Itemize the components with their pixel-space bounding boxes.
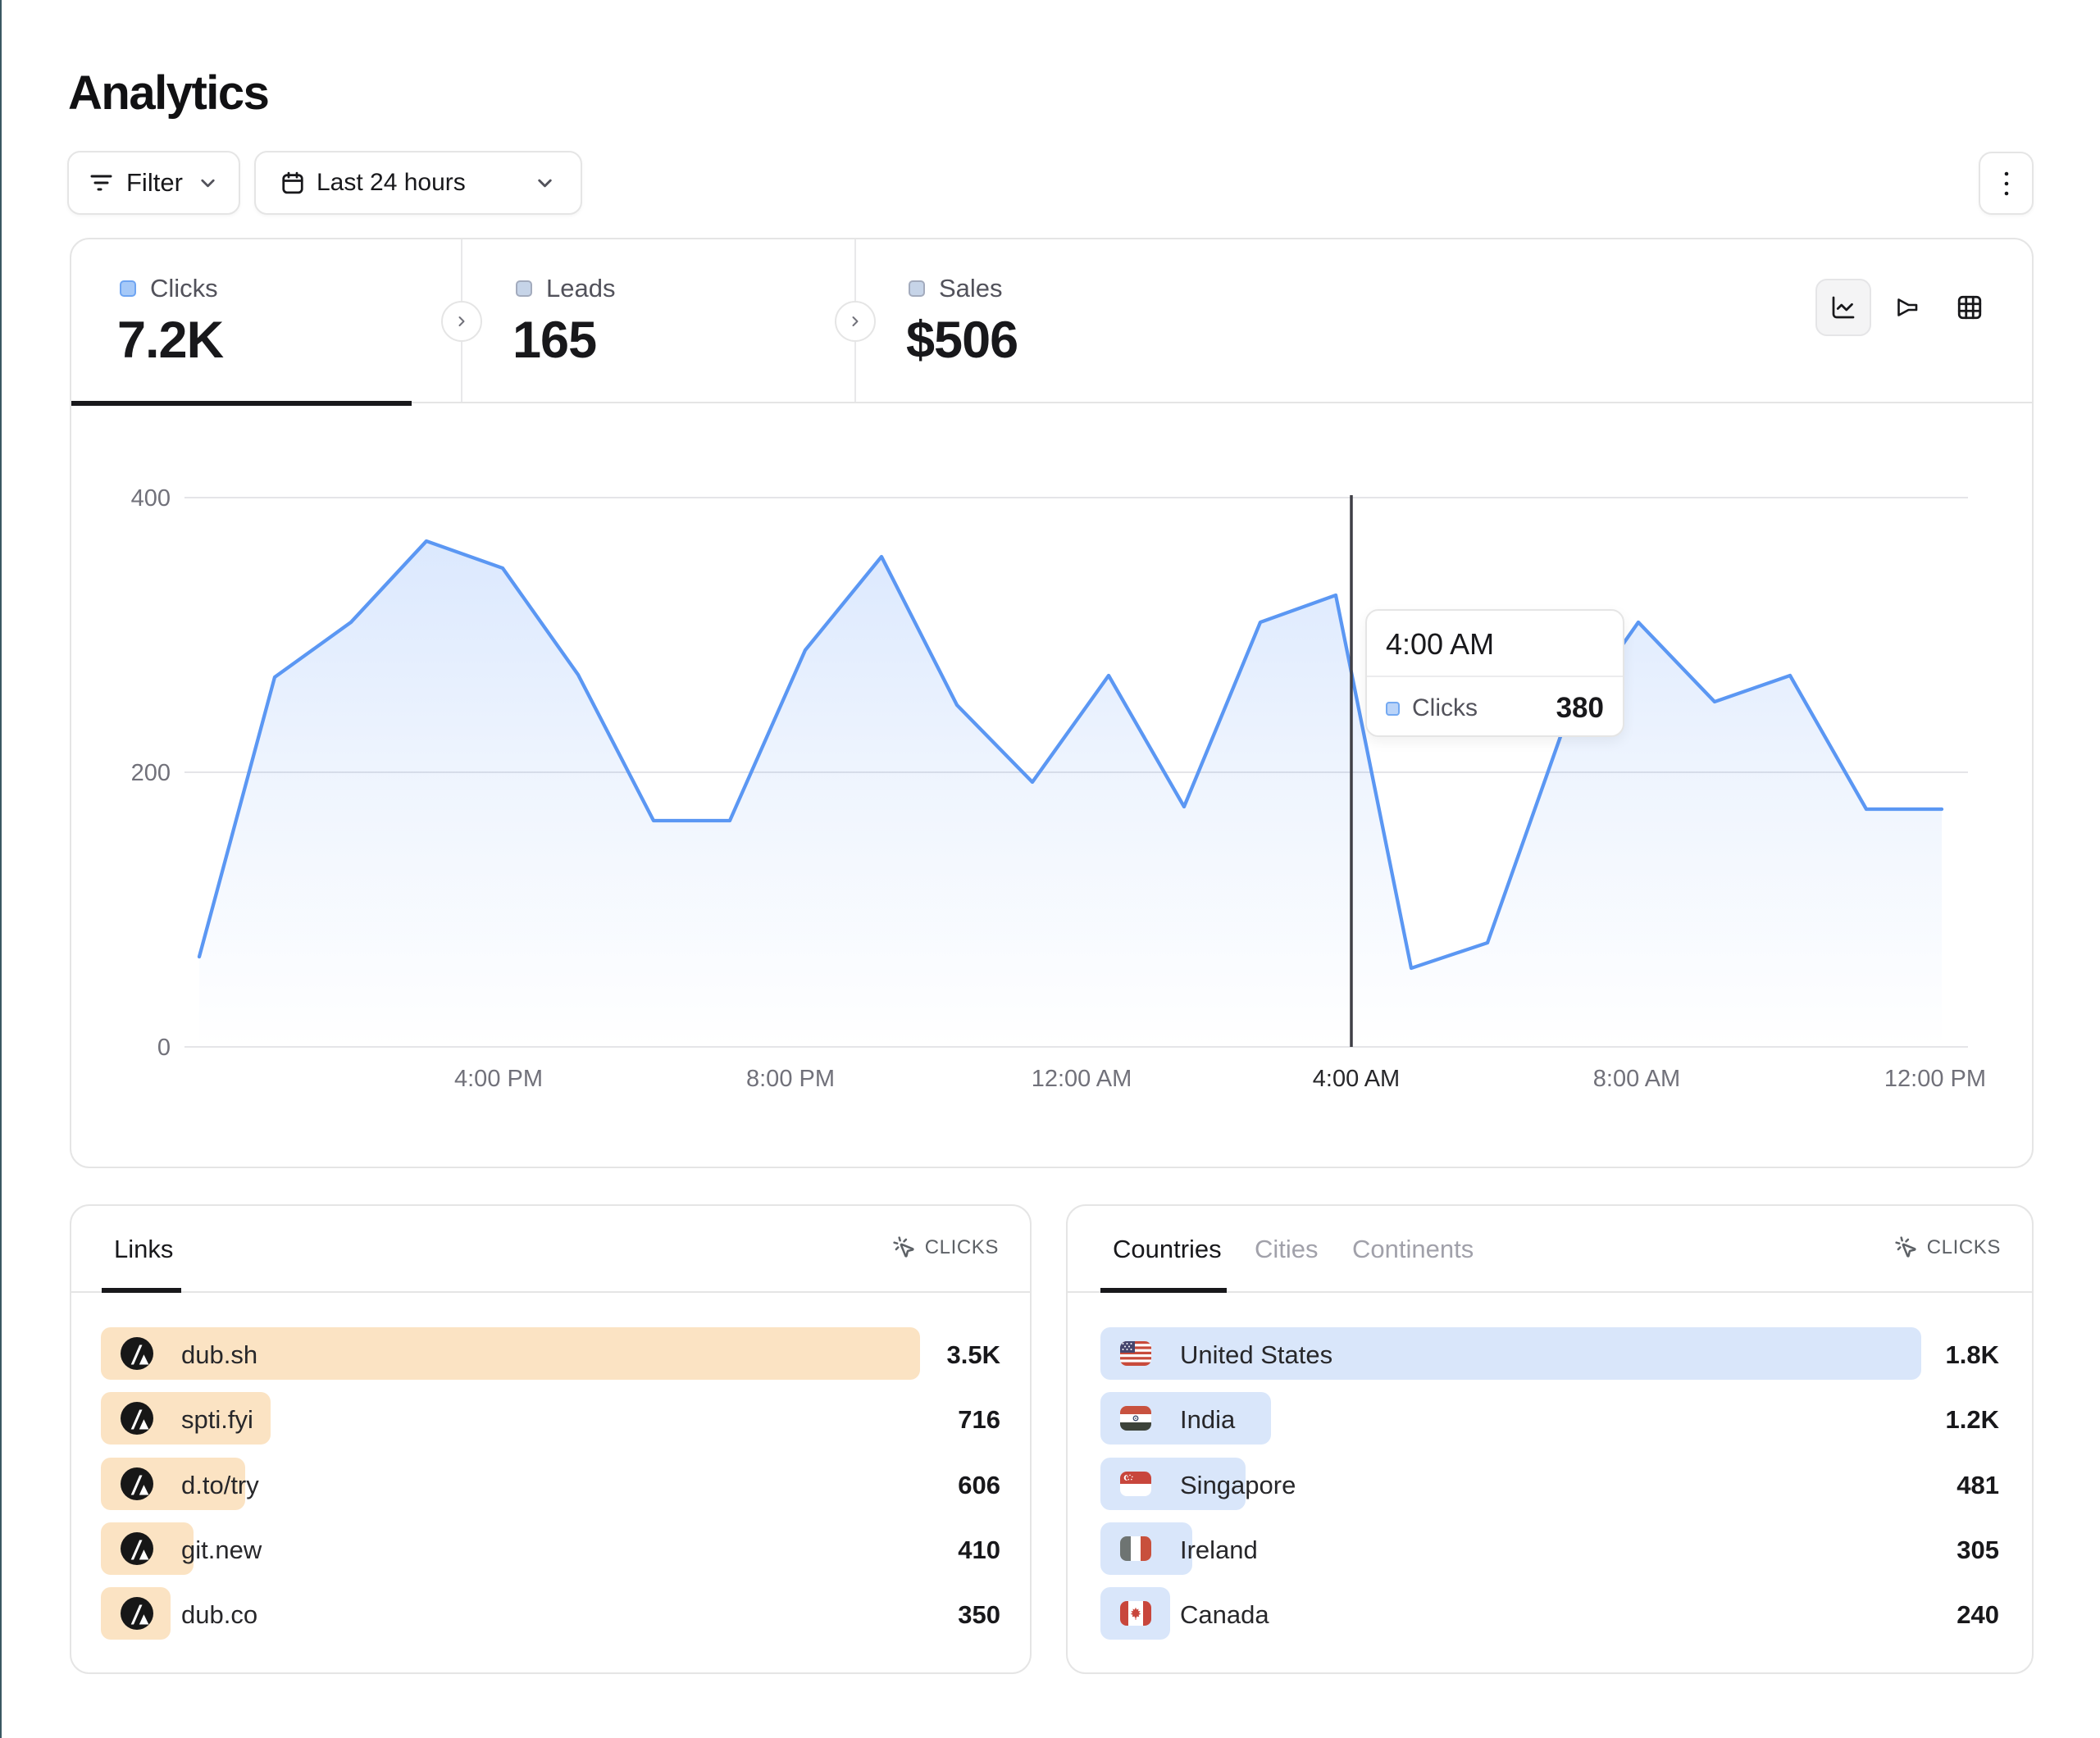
svg-text:8:00 AM: 8:00 AM	[1593, 1066, 1680, 1092]
svg-text:400: 400	[131, 485, 171, 512]
svg-text:200: 200	[131, 760, 171, 786]
svg-text:12:00 AM: 12:00 AM	[1032, 1066, 1132, 1092]
svg-text:4:00 AM: 4:00 AM	[1313, 1066, 1400, 1092]
svg-text:12:00 PM: 12:00 PM	[1884, 1066, 1986, 1092]
svg-text:8:00 PM: 8:00 PM	[746, 1066, 835, 1092]
svg-text:4:00 PM: 4:00 PM	[454, 1066, 543, 1092]
svg-text:0: 0	[157, 1035, 171, 1061]
